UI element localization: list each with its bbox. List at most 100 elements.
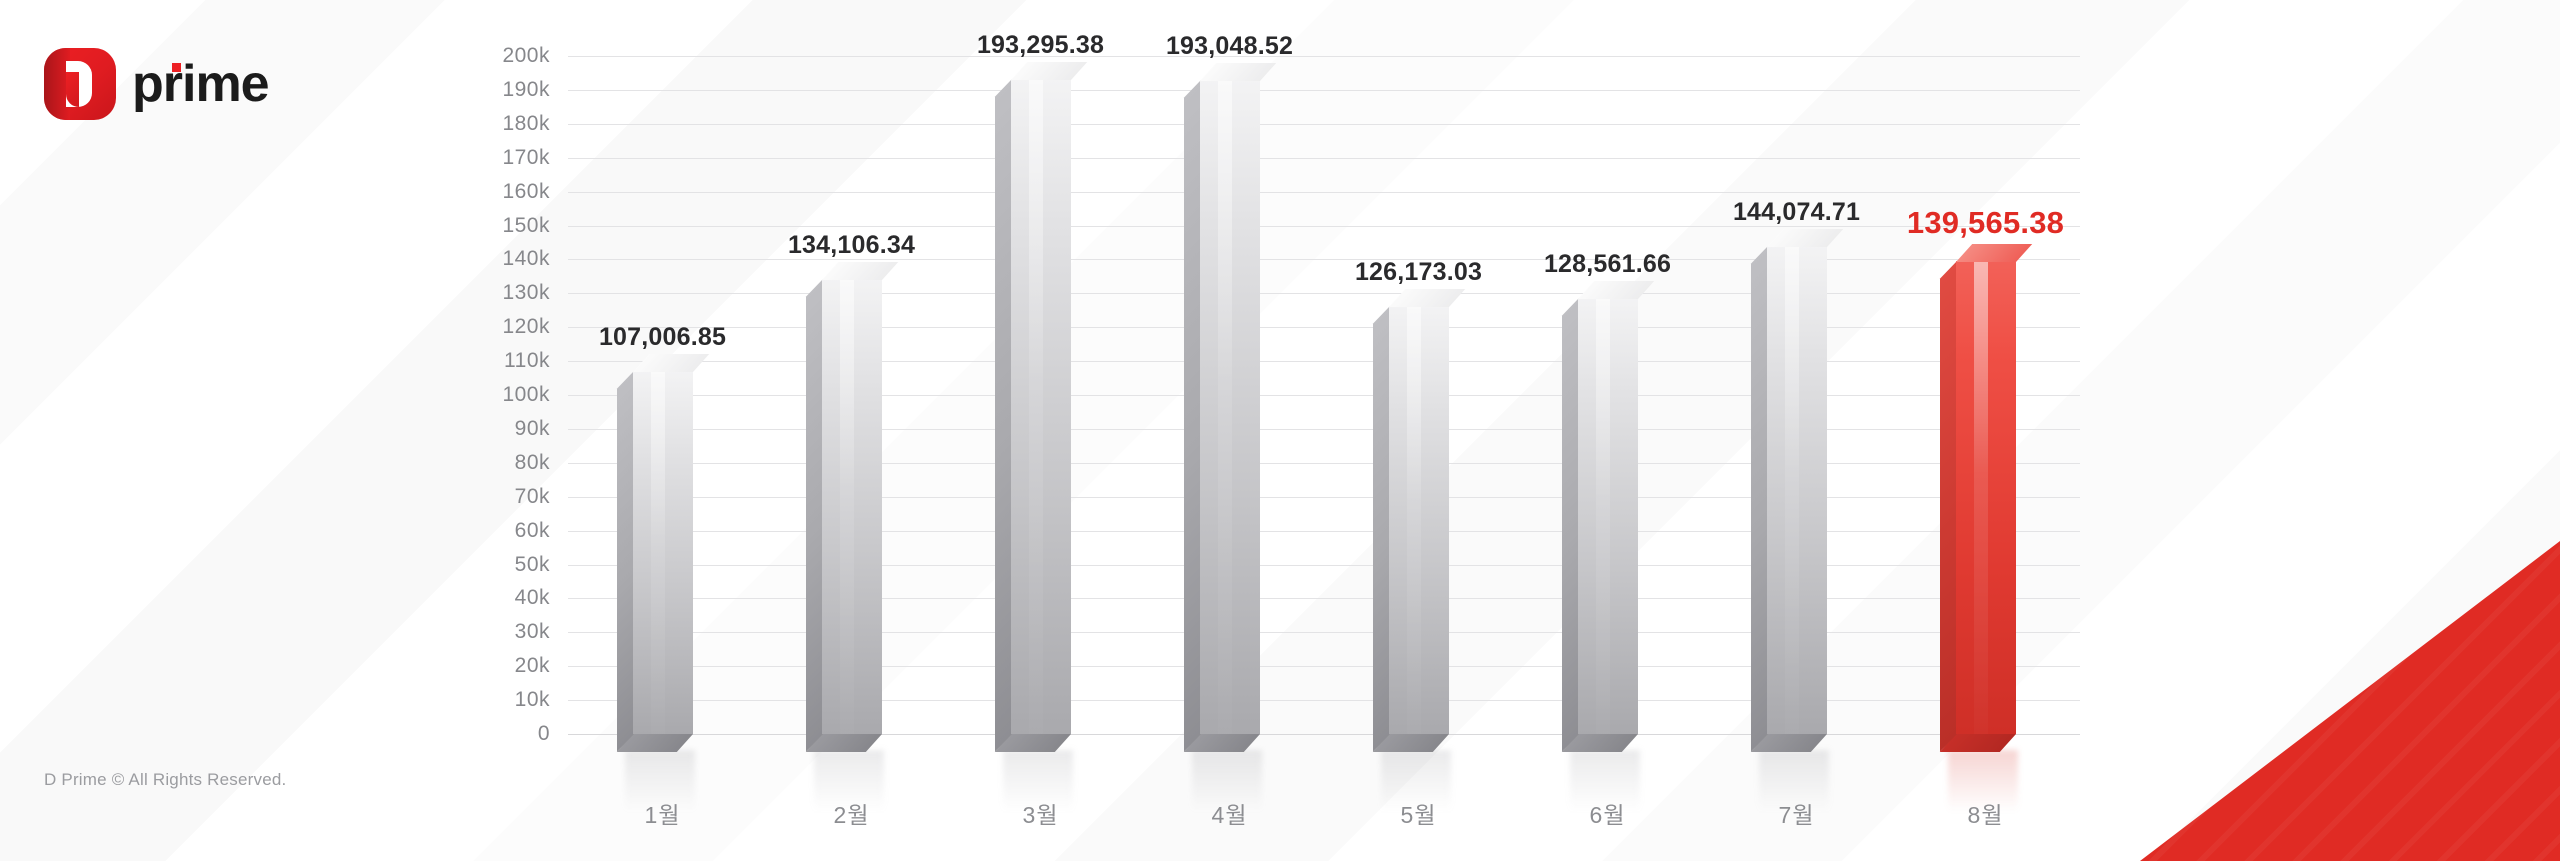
bar-7월[interactable] — [1750, 228, 1843, 812]
bar-side-face — [1372, 306, 1390, 752]
gridline — [568, 293, 2080, 295]
y-axis-tick-label: 110k — [504, 349, 550, 373]
brand-logo: prime — [44, 48, 270, 120]
bar-side-face — [1939, 260, 1957, 752]
y-axis-tick-label: 190k — [502, 77, 550, 101]
x-axis-tick-label: 7월 — [1778, 802, 1815, 828]
y-axis-tick-label: 20k — [514, 654, 550, 678]
bar-front-face — [1010, 78, 1071, 734]
bar-side-face — [616, 371, 634, 752]
bar-reflection — [1191, 750, 1262, 812]
x-axis-tick-label: 4월 — [1211, 802, 1248, 828]
x-axis-tick-label: 5월 — [1400, 802, 1437, 828]
y-axis-tick-label: 70k — [514, 484, 550, 508]
y-axis-tick-label: 100k — [502, 383, 550, 406]
y-axis-tick-label: 140k — [502, 247, 550, 271]
gridline — [568, 327, 2080, 329]
bar-side-face — [1561, 298, 1579, 752]
y-axis-tick-label: 50k — [514, 552, 550, 576]
gridline — [568, 700, 2080, 702]
bar-top-face — [632, 354, 709, 373]
y-axis-tick-label: 150k — [502, 213, 550, 237]
gridline — [568, 666, 2080, 668]
bar-6월[interactable] — [1561, 281, 1654, 812]
logo-wordmark-text: prime — [132, 55, 270, 113]
y-axis-tick-label: 120k — [502, 315, 550, 339]
y-axis-tick-label: 60k — [514, 518, 550, 542]
gridline — [568, 89, 2080, 91]
bar-reflection — [813, 750, 884, 812]
y-axis-tick-label: 90k — [514, 416, 550, 440]
bar-side-face — [805, 279, 823, 752]
bar-front-face — [821, 279, 882, 734]
logo-i-dot-icon — [172, 63, 181, 72]
bar-top-face — [1388, 289, 1465, 308]
y-axis-tick-label: 30k — [514, 620, 550, 644]
gridline — [568, 56, 2080, 57]
x-axis-tick-label: 1월 — [644, 802, 681, 828]
gridline — [568, 361, 2080, 363]
bar-3월[interactable] — [994, 61, 1087, 812]
logo-wordmark: prime — [132, 55, 270, 113]
bar-top-face — [1199, 62, 1276, 81]
bar-value-label: 126,173.03 — [1354, 258, 1483, 287]
x-axis-tick-label: 8월 — [1967, 802, 2004, 828]
bar-4월[interactable] — [1183, 62, 1276, 812]
bar-reflection — [1380, 750, 1451, 812]
bar-reflection — [1002, 750, 1073, 812]
bar-value-label: 107,006.85 — [598, 323, 727, 352]
gridline — [568, 395, 2080, 396]
gridline — [568, 157, 2080, 159]
bar-1월[interactable] — [616, 354, 709, 812]
bar-side-face — [1183, 79, 1201, 752]
bar-front-face — [632, 371, 693, 734]
logo-counter-inner — [66, 72, 79, 107]
bar-value-label: 193,048.52 — [1165, 31, 1294, 60]
logo-notch — [44, 48, 70, 120]
gridline — [568, 598, 2080, 600]
bar-front-face — [1766, 245, 1827, 734]
bar-reflection — [1758, 750, 1829, 812]
bar-top-face — [1010, 61, 1087, 80]
bar-top-face — [821, 262, 898, 281]
gridline — [568, 734, 2080, 735]
gridline — [568, 496, 2080, 498]
bar-front-face — [1955, 260, 2016, 734]
y-axis-tick-label: 170k — [502, 145, 550, 169]
bar-value-label: 144,074.71 — [1732, 197, 1861, 226]
y-axis-tick-label: 160k — [502, 179, 550, 203]
bar-front-face — [1388, 306, 1449, 734]
bar-reflection — [1947, 750, 2018, 812]
gridline — [568, 225, 2080, 227]
bar-reflection — [624, 750, 695, 812]
gridline — [568, 564, 2080, 566]
gridline — [568, 123, 2080, 125]
gridline — [568, 191, 2080, 193]
bar-side-face — [994, 78, 1012, 752]
x-axis-tick-label: 6월 — [1589, 802, 1626, 828]
bar-front-face — [1199, 79, 1260, 734]
bar-8월[interactable] — [1939, 243, 2032, 812]
gridline — [568, 428, 2080, 430]
d-prime-logo-mark-icon — [44, 48, 116, 120]
gridline — [568, 530, 2080, 532]
x-axis-tick-label: 2월 — [833, 802, 870, 828]
bar-value-label: 139,565.38 — [1906, 204, 2065, 240]
y-axis-tick-label: 10k — [514, 688, 550, 712]
corner-decoration — [2140, 541, 2560, 861]
y-axis-tick-label: 200k — [502, 44, 550, 67]
plot-area: 200k 190k 180k 170k 160k 150k 140k 130k 120k 110k… — [502, 31, 2080, 828]
y-axis-tick-label: 180k — [502, 111, 550, 135]
gridline — [568, 462, 2080, 464]
bar-value-label: 134,106.34 — [787, 231, 916, 260]
bar-value-label: 128,561.66 — [1543, 250, 1672, 279]
bar-2월[interactable] — [805, 262, 898, 812]
bar-5월[interactable] — [1372, 289, 1465, 812]
bar-top-face — [1577, 281, 1654, 300]
gridline — [568, 632, 2080, 634]
y-axis-tick-label: 40k — [514, 586, 550, 610]
bar-front-face — [1577, 298, 1638, 734]
corner-stripes — [2140, 541, 2560, 861]
y-axis-tick-label: 0 — [537, 722, 550, 745]
